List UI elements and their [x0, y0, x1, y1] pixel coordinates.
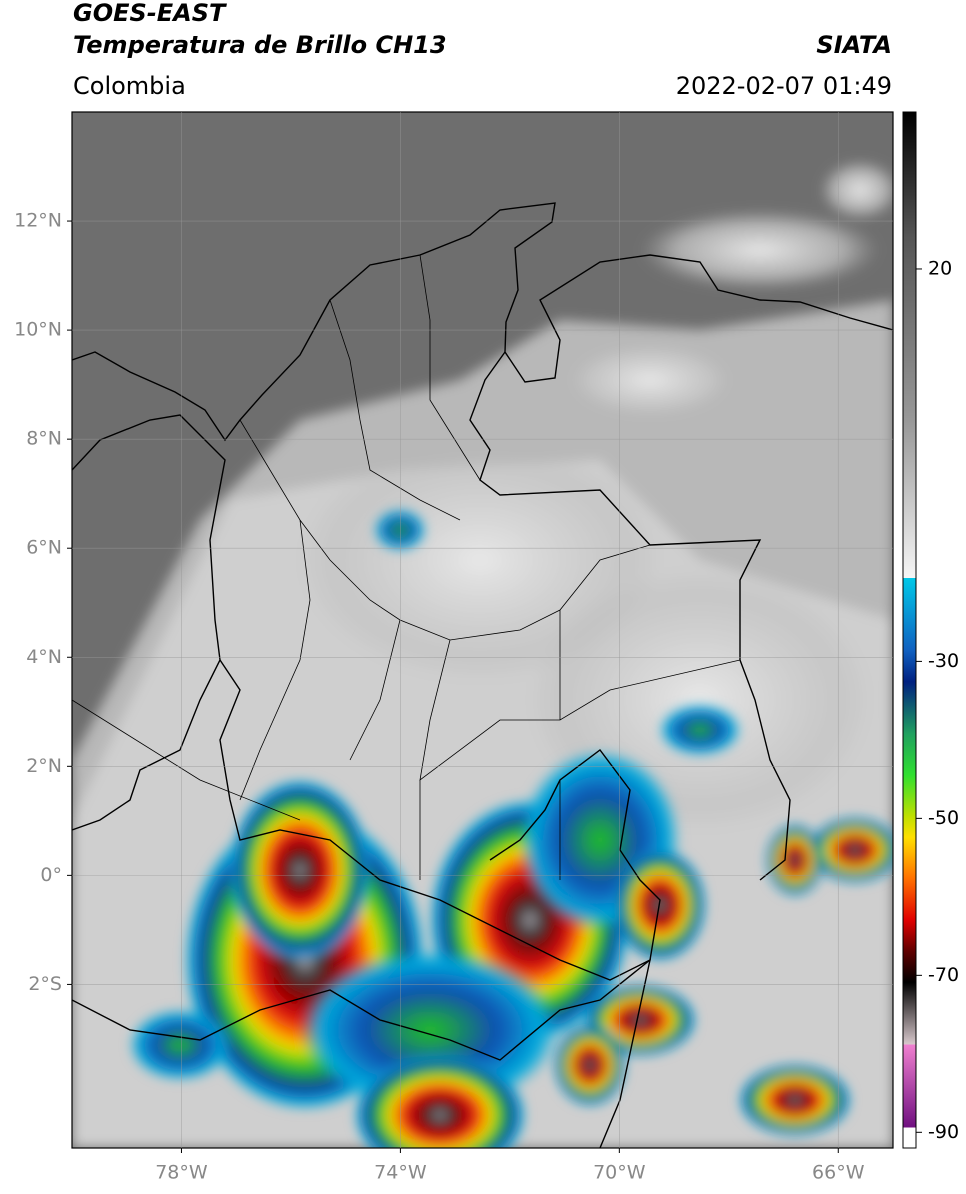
lat-tick-label: 0° [40, 864, 62, 886]
colorbar-ticks: 20 -30 -50 -70 -90 [916, 257, 959, 1143]
lat-tick-label: 2°N [26, 755, 62, 777]
lon-tick-label: 70°W [593, 1162, 646, 1184]
lat-tick-label: 10°N [14, 319, 62, 341]
lat-tick-label: 2°S [28, 973, 62, 995]
lat-tick-label: 6°N [26, 537, 62, 559]
lon-tick-label: 74°W [374, 1162, 427, 1184]
lat-tick-label: 12°N [14, 210, 62, 232]
lon-tick-label: 66°W [812, 1162, 865, 1184]
map-frame [71, 111, 894, 1149]
colorbar [902, 111, 917, 1149]
colorbar-tick-label: -70 [928, 964, 959, 986]
title-satellite: GOES-EAST [73, 0, 227, 27]
colorbar-tick-label: 20 [928, 257, 952, 279]
lat-tick-label: 8°N [26, 428, 62, 450]
lon-tick-label: 78°W [155, 1162, 208, 1184]
region: Colombia [73, 72, 186, 100]
graticule: 78°W 74°W 70°W 66°W 12°N 10°N 8°N 6°N 4°N 2°N 0° 2°… [14, 112, 893, 1184]
satellite-image [72, 112, 893, 1148]
datetime: 2022-02-07 01:49 [676, 72, 892, 100]
colorbar-tick-label: -50 [928, 807, 959, 829]
source: SIATA [816, 31, 892, 59]
colorbar-tick-label: -90 [928, 1121, 959, 1143]
lat-tick-label: 4°N [26, 646, 62, 668]
colorbar-tick-label: -30 [928, 650, 959, 672]
title-product: Temperatura de Brillo CH13 [73, 31, 447, 59]
